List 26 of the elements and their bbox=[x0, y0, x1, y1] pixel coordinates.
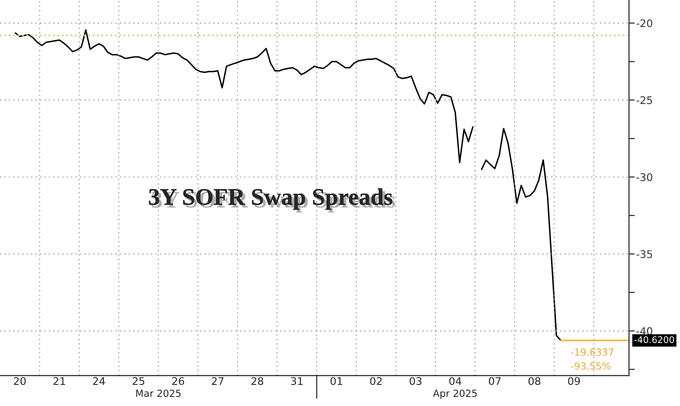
text: Mar 2025 bbox=[136, 390, 181, 397]
y-tick-label: -35 bbox=[636, 250, 652, 258]
ref-line-label: -40.6200 bbox=[634, 336, 674, 344]
y-tick-label: -40 bbox=[636, 327, 652, 336]
x-tick-label: 26 bbox=[172, 377, 184, 385]
annotation: -93.55% bbox=[571, 362, 611, 370]
x-tick-label: 03 bbox=[410, 377, 422, 385]
y-tick-label: -25 bbox=[636, 96, 652, 104]
x-tick-label: 08 bbox=[528, 377, 540, 385]
x-tick-label: 02 bbox=[370, 377, 382, 385]
x-tick-label: 20 bbox=[14, 377, 26, 385]
annotation: -19.6337 bbox=[571, 348, 614, 356]
x-tick-label: 01 bbox=[330, 377, 342, 385]
x-tick-label: 27 bbox=[212, 377, 224, 385]
x-tick-label: 24 bbox=[93, 377, 106, 385]
x-tick-label: 07 bbox=[488, 377, 501, 385]
x-tick-label: 04 bbox=[449, 377, 462, 385]
y-tick-label: -30 bbox=[636, 173, 652, 182]
y-tick-label: -20 bbox=[636, 19, 652, 28]
text: Apr 2025 bbox=[433, 390, 477, 399]
x-tick-label: 09 bbox=[568, 377, 580, 385]
x-tick-label: 25 bbox=[132, 377, 144, 385]
text: 3Y SOFR Swap Spreads bbox=[149, 188, 396, 213]
x-tick-label: 28 bbox=[251, 377, 264, 385]
x-tick-label: 21 bbox=[54, 377, 66, 385]
x-tick-label: 31 bbox=[291, 377, 303, 385]
